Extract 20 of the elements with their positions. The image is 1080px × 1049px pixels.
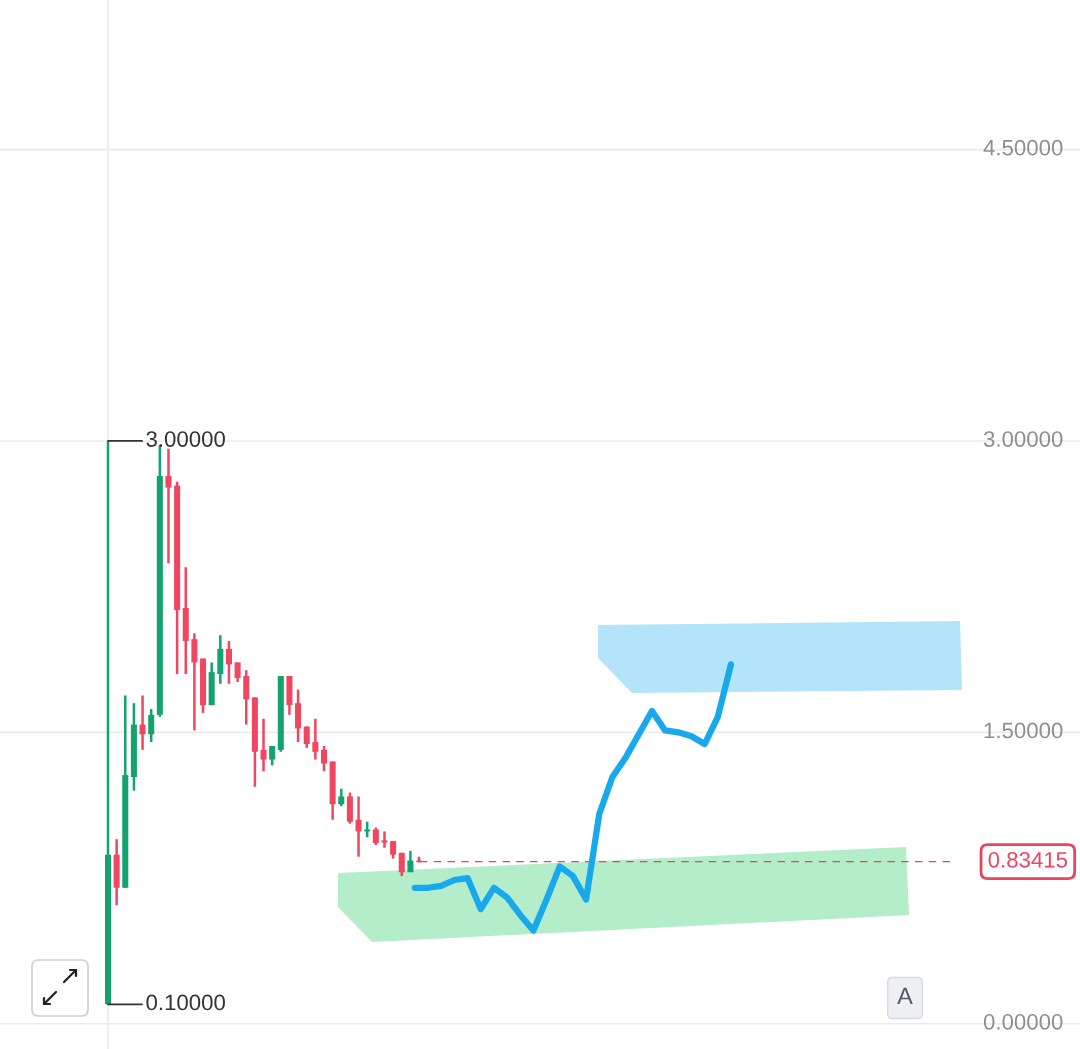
candlestick [225,639,232,686]
candlestick [320,744,328,773]
y-tick-label: 0.00000 [983,1013,1063,1030]
y-tick-label: 4.50000 [983,139,1063,156]
candlestick [191,632,198,732]
annotation: 0.10000 [146,994,225,1011]
candlestick [165,447,172,565]
candlestick [312,717,319,761]
candlestick [260,717,267,773]
candlestick [243,668,250,726]
candlestick [139,694,146,752]
y-tick-label: 1.50000 [984,722,1063,739]
annotation: 3.00000 [146,431,225,447]
annotation: A [897,987,913,1005]
candlestick [381,830,388,849]
ref-line-label: 0.83415 [988,851,1068,868]
candlestick [355,795,362,858]
candlestick [234,661,241,684]
y-tick-label: 3.00000 [983,431,1063,447]
candlestick [148,707,155,744]
